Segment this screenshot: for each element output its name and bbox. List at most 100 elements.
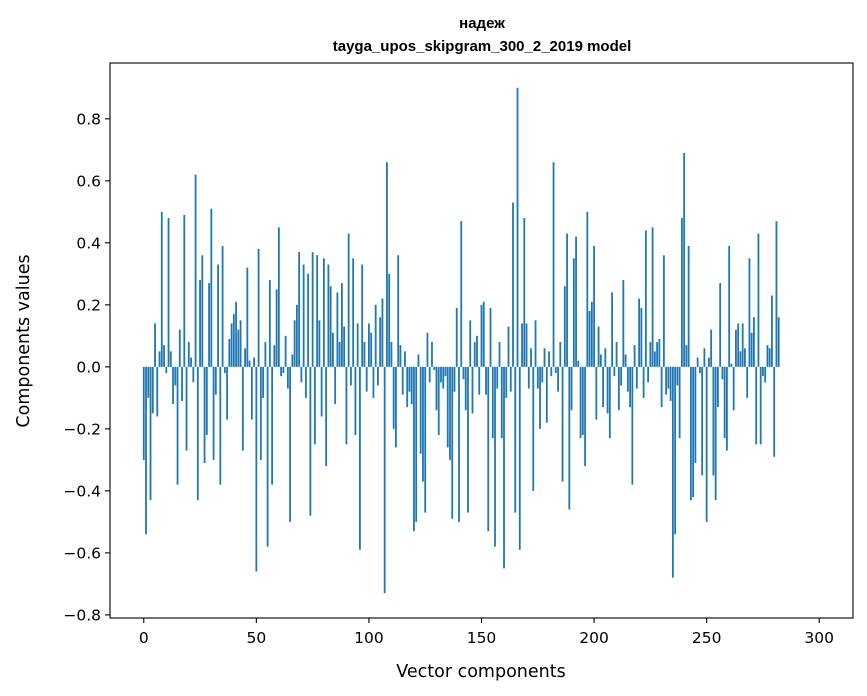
bar-129 (433, 366, 436, 370)
bar-35 (221, 245, 224, 367)
bar-68 (295, 304, 298, 367)
bar-145 (469, 320, 472, 367)
bar-147 (473, 342, 476, 367)
bar-261 (730, 363, 733, 367)
bar-57 (271, 366, 274, 485)
bar-46 (246, 267, 249, 367)
bar-7 (158, 351, 161, 367)
x-axis-label: Vector components (396, 662, 565, 682)
bar-151 (482, 301, 485, 367)
bar-240 (683, 152, 686, 367)
bar-180 (548, 351, 550, 367)
bar-59 (275, 289, 278, 367)
bar-202 (597, 326, 600, 367)
x-tick-label: 200 (579, 629, 609, 647)
bar-43 (239, 320, 242, 367)
bar-54 (264, 342, 267, 367)
bar-149 (478, 366, 481, 395)
bar-239 (680, 218, 683, 367)
bar-48 (250, 366, 253, 420)
bar-213 (622, 280, 625, 367)
bar-44 (241, 366, 244, 451)
bar-199 (590, 301, 593, 367)
bar-41 (235, 301, 237, 367)
bar-271 (753, 317, 755, 367)
bar-32 (214, 366, 217, 395)
bar-168 (521, 323, 523, 367)
bar-263 (735, 329, 737, 367)
bar-29 (208, 283, 210, 367)
bar-113 (397, 255, 400, 367)
bar-258 (723, 366, 726, 439)
bar-117 (406, 366, 409, 408)
bar-131 (437, 366, 440, 436)
bar-279 (771, 295, 773, 367)
bar-281 (775, 221, 778, 367)
bar-224 (647, 366, 650, 383)
bar-157 (496, 366, 499, 389)
bar-33 (217, 264, 219, 367)
bar-86 (336, 292, 339, 367)
bar-116 (404, 351, 406, 367)
bar-155 (491, 366, 494, 439)
bar-62 (282, 366, 285, 374)
bar-51 (257, 249, 260, 367)
bar-276 (764, 366, 767, 383)
bar-169 (523, 218, 526, 367)
bar-255 (717, 366, 719, 408)
bar-15 (176, 366, 179, 485)
bar-187 (563, 286, 566, 367)
bar-241 (685, 345, 688, 367)
bar-89 (343, 326, 346, 367)
bar-139 (455, 307, 458, 367)
bar-24 (196, 366, 199, 501)
bar-179 (545, 366, 548, 423)
bar-215 (626, 366, 629, 392)
bar-257 (721, 366, 724, 380)
bar-231 (662, 255, 665, 367)
bar-191 (572, 258, 575, 367)
bar-22 (192, 366, 195, 383)
x-tick-label: 50 (246, 629, 266, 647)
bar-84 (332, 332, 334, 367)
bar-138 (453, 366, 456, 392)
bar-67 (293, 320, 296, 367)
bar-137 (451, 366, 454, 519)
y-tick-label: 0.8 (76, 110, 101, 128)
x-tick-label: 100 (354, 629, 384, 647)
bar-13 (172, 366, 174, 405)
bar-229 (658, 338, 661, 367)
bar-141 (460, 221, 463, 367)
bar-212 (620, 366, 622, 386)
bar-28 (205, 366, 208, 436)
bar-193 (577, 360, 580, 367)
bar-30 (210, 208, 213, 367)
bar-85 (334, 366, 337, 405)
bar-153 (487, 366, 490, 532)
bar-19 (185, 366, 188, 451)
bar-244 (692, 366, 695, 498)
bar-63 (284, 335, 287, 367)
bar-185 (559, 342, 562, 367)
bar-235 (671, 366, 674, 578)
bar-246 (696, 357, 699, 367)
bar-208 (611, 292, 613, 367)
chart-title-model: tayga_upos_skipgram_300_2_2019 model (333, 38, 632, 55)
bar-11 (167, 218, 170, 367)
bar-176 (539, 366, 541, 429)
bar-25 (199, 280, 201, 367)
bar-274 (759, 366, 762, 445)
bar-96 (359, 366, 361, 550)
bar-270 (750, 332, 753, 367)
bar-159 (500, 366, 503, 439)
bar-135 (446, 366, 449, 448)
bar-38 (228, 338, 231, 367)
bar-233 (667, 366, 670, 389)
bar-173 (532, 366, 535, 491)
bar-183 (554, 366, 557, 374)
bar-200 (593, 245, 595, 367)
bar-128 (431, 342, 433, 367)
bar-74 (309, 366, 312, 516)
bar-26 (201, 255, 204, 367)
chart-title-word: надеж (459, 15, 505, 32)
